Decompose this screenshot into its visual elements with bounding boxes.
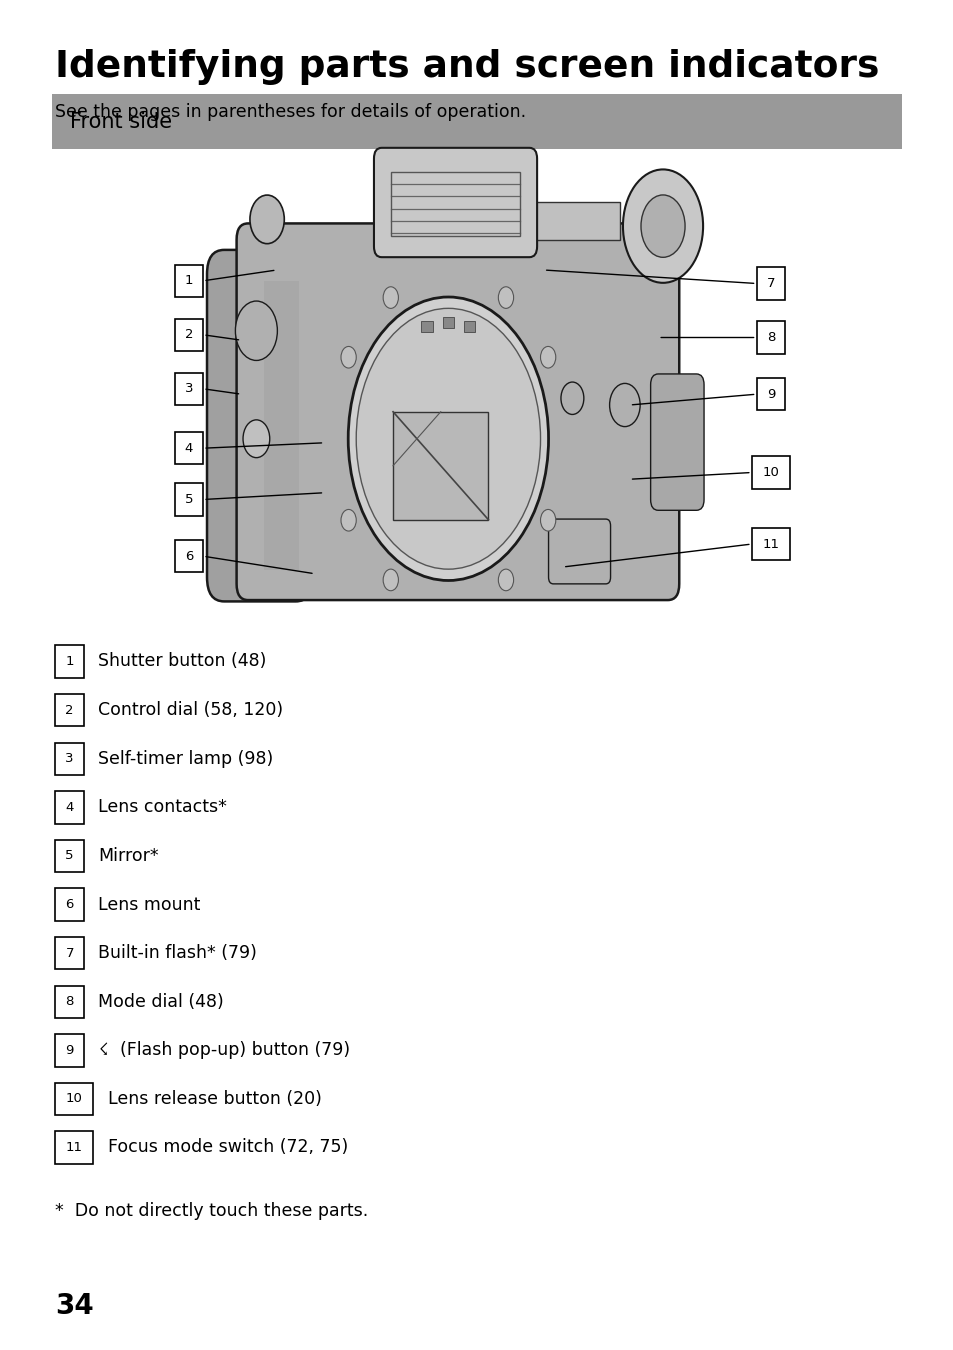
Bar <box>55 986 84 1018</box>
Text: 5: 5 <box>66 849 73 863</box>
Circle shape <box>355 308 540 570</box>
Circle shape <box>340 347 355 369</box>
Bar <box>55 888 84 921</box>
Bar <box>55 791 84 823</box>
Text: Shutter button (48): Shutter button (48) <box>98 652 266 671</box>
Circle shape <box>383 570 398 591</box>
Text: 11: 11 <box>761 537 779 551</box>
Bar <box>756 267 784 300</box>
Text: 11: 11 <box>66 1141 83 1154</box>
Circle shape <box>340 509 355 531</box>
Bar <box>174 540 203 572</box>
Text: 1: 1 <box>185 274 193 288</box>
FancyBboxPatch shape <box>548 520 610 585</box>
Text: 3: 3 <box>185 382 193 396</box>
Circle shape <box>235 301 277 360</box>
Text: Self-timer lamp (98): Self-timer lamp (98) <box>98 749 274 768</box>
Text: ☇: ☇ <box>98 1041 108 1060</box>
Text: Lens release button (20): Lens release button (20) <box>108 1089 321 1108</box>
Circle shape <box>383 286 398 308</box>
Text: Control dial (58, 120): Control dial (58, 120) <box>98 701 283 720</box>
Text: Mode dial (48): Mode dial (48) <box>98 992 224 1011</box>
Bar <box>534 202 619 240</box>
Bar <box>391 173 519 236</box>
Text: 4: 4 <box>66 801 73 814</box>
Bar <box>421 321 433 332</box>
Circle shape <box>560 382 583 414</box>
Bar <box>55 645 84 678</box>
Text: 3: 3 <box>66 752 73 765</box>
Circle shape <box>609 383 639 427</box>
Bar <box>55 743 84 775</box>
Text: (Flash pop-up) button (79): (Flash pop-up) button (79) <box>120 1041 350 1060</box>
Text: 6: 6 <box>185 549 193 563</box>
Circle shape <box>348 297 548 580</box>
Bar <box>55 937 84 969</box>
Bar <box>756 321 784 354</box>
Text: 8: 8 <box>66 995 73 1008</box>
Text: 5: 5 <box>185 493 193 506</box>
Bar <box>174 373 203 405</box>
Text: 7: 7 <box>66 946 73 960</box>
Text: 8: 8 <box>766 331 774 344</box>
Text: 4: 4 <box>185 441 193 455</box>
Text: *  Do not directly touch these parts.: * Do not directly touch these parts. <box>55 1202 368 1219</box>
Bar <box>751 456 789 489</box>
Text: 10: 10 <box>66 1092 83 1106</box>
FancyBboxPatch shape <box>207 250 313 602</box>
Text: 6: 6 <box>66 898 73 911</box>
Circle shape <box>540 347 556 369</box>
Text: 1: 1 <box>66 655 73 668</box>
Circle shape <box>622 170 702 284</box>
Text: See the pages in parentheses for details of operation.: See the pages in parentheses for details… <box>55 103 526 120</box>
Text: 9: 9 <box>66 1044 73 1057</box>
Bar <box>55 1131 93 1164</box>
Text: 7: 7 <box>766 277 774 290</box>
Bar <box>174 319 203 351</box>
Text: Built-in flash* (79): Built-in flash* (79) <box>98 944 257 963</box>
Bar <box>55 840 84 872</box>
Circle shape <box>497 286 513 308</box>
Bar <box>393 412 488 520</box>
Bar <box>174 432 203 464</box>
Text: Mirror*: Mirror* <box>98 846 159 865</box>
Bar <box>174 265 203 297</box>
Bar <box>751 528 789 560</box>
Text: Focus mode switch (72, 75): Focus mode switch (72, 75) <box>108 1138 348 1157</box>
FancyBboxPatch shape <box>374 148 537 256</box>
FancyBboxPatch shape <box>650 374 703 510</box>
Text: Lens contacts*: Lens contacts* <box>98 798 227 817</box>
Text: 2: 2 <box>66 703 73 717</box>
Text: 9: 9 <box>766 387 774 401</box>
FancyBboxPatch shape <box>236 224 679 601</box>
Bar <box>463 321 475 332</box>
Text: 10: 10 <box>761 466 779 479</box>
Circle shape <box>640 194 684 258</box>
Circle shape <box>250 194 284 243</box>
Text: 34: 34 <box>55 1292 94 1320</box>
Bar <box>442 317 454 328</box>
Circle shape <box>497 570 513 591</box>
Bar <box>52 95 901 148</box>
Text: Identifying parts and screen indicators: Identifying parts and screen indicators <box>55 49 879 85</box>
Text: Front side: Front side <box>70 112 172 131</box>
Bar <box>174 483 203 516</box>
Bar <box>263 281 299 571</box>
Circle shape <box>243 420 270 458</box>
Bar <box>756 378 784 410</box>
Circle shape <box>540 509 556 531</box>
Bar <box>55 1083 93 1115</box>
Text: Lens mount: Lens mount <box>98 895 200 914</box>
Bar <box>55 694 84 726</box>
Text: 2: 2 <box>185 328 193 342</box>
Bar <box>55 1034 84 1066</box>
